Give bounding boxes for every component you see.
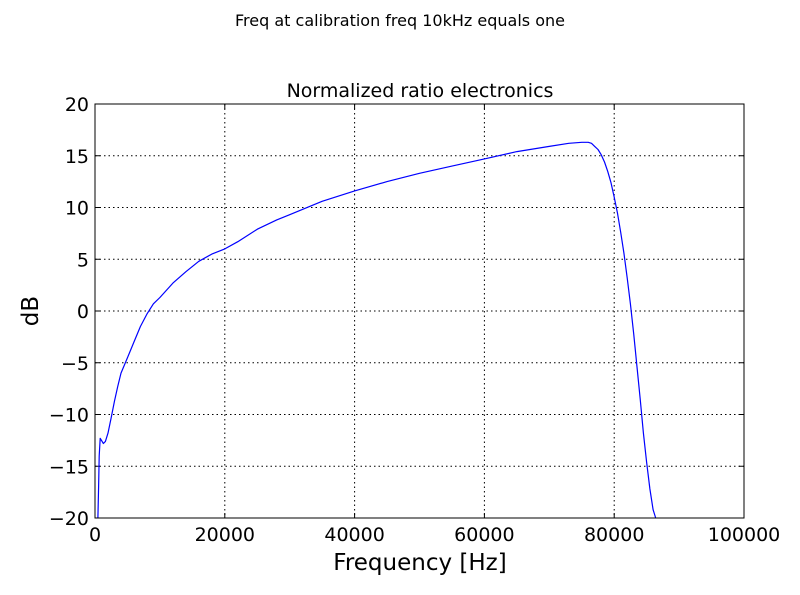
y-tick-label: −15: [49, 456, 89, 478]
x-axis-label: Frequency [Hz]: [333, 550, 506, 576]
chart-title: Normalized ratio electronics: [287, 80, 554, 102]
y-tick-label: 0: [77, 301, 89, 323]
y-tick-label: −10: [49, 405, 89, 427]
grid-lines: [95, 104, 744, 518]
plot-frame: [94, 103, 745, 519]
x-tick-label: 40000: [324, 524, 384, 546]
y-tick-label: 20: [65, 94, 89, 116]
y-tick-label: 15: [65, 146, 89, 168]
y-tick-label: −20: [49, 508, 89, 530]
y-tick-label: −5: [61, 353, 89, 375]
series-line: [97, 141, 657, 519]
x-tick-label: 100000: [708, 524, 781, 546]
figure-suptitle: Freq at calibration freq 10kHz equals on…: [235, 11, 565, 30]
y-tick-label: 5: [77, 249, 89, 271]
x-tick-label: 60000: [454, 524, 514, 546]
x-tick-labels: 0 20000 40000 60000 80000 100000: [89, 524, 780, 546]
y-tick-labels: −20 −15 −10 −5 0 5 10 15 20: [49, 94, 89, 530]
x-tick-label: 0: [89, 524, 101, 546]
x-tick-label: 20000: [195, 524, 255, 546]
y-tick-label: 10: [65, 198, 89, 220]
plot-area: [97, 141, 657, 519]
x-tick-label: 80000: [584, 524, 644, 546]
y-axis-label: dB: [18, 296, 44, 326]
